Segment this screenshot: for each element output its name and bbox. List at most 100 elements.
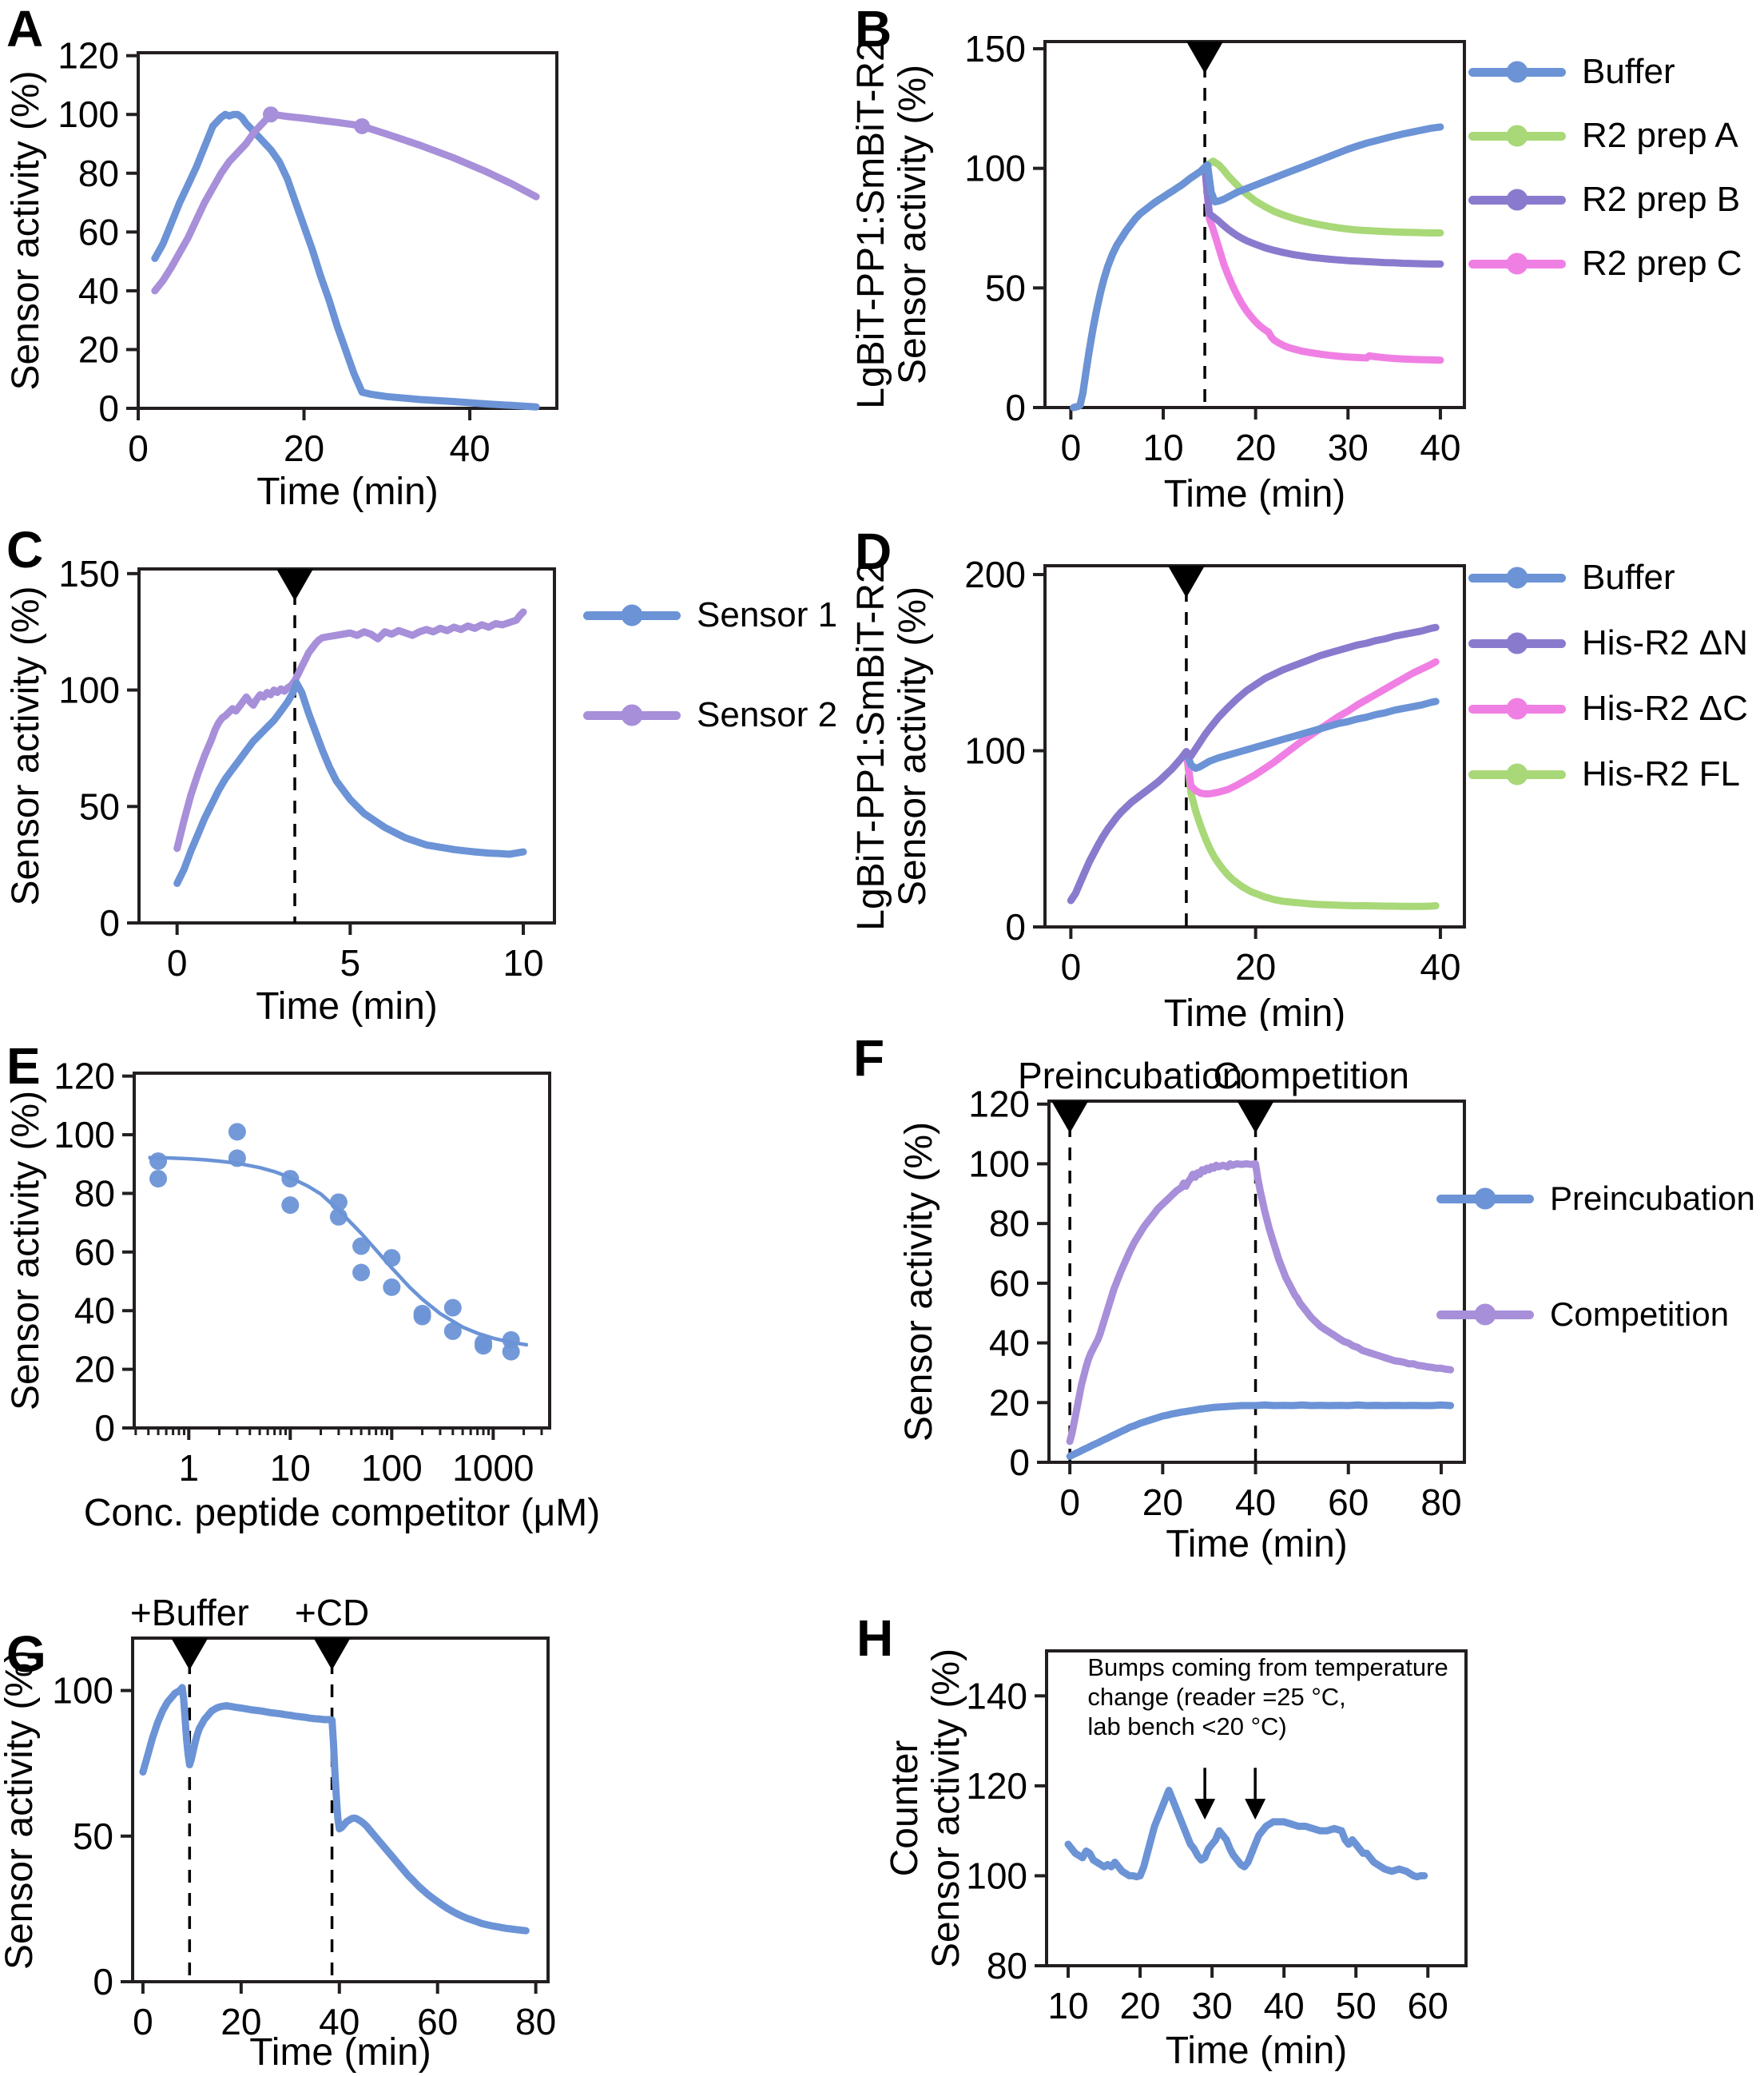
legend-swatch bbox=[1436, 1194, 1534, 1203]
legend-item-r2-prep-b: R2 prep B bbox=[1468, 179, 1742, 221]
x-axis-tick-label: 0 bbox=[133, 2001, 153, 2042]
x-axis-tick-label: 60 bbox=[417, 2001, 458, 2042]
panel-letter-c: C bbox=[6, 521, 44, 579]
x-axis-tick-label: 60 bbox=[1328, 1481, 1369, 1523]
scatter-point bbox=[383, 1249, 401, 1267]
chart-h-counter-sensor-temperature-bumps: 10 20 30 40 50 60 80 100 120 140 Bumps coming from… bbox=[884, 1648, 1468, 2072]
scatter-point bbox=[281, 1170, 300, 1188]
y-axis-tick-label: 140 bbox=[966, 1675, 1027, 1716]
y-axis-tick-label: 100 bbox=[964, 148, 1026, 189]
series-path-preincubation bbox=[1066, 1401, 1455, 1460]
panel-letter-h: H bbox=[856, 1609, 894, 1667]
legend-item-r2-prep-c: R2 prep C bbox=[1468, 243, 1742, 284]
scatter-point bbox=[502, 1342, 520, 1361]
legend-item-sensor-1: Sensor 1 bbox=[583, 595, 837, 636]
y-axis-tick-label: 0 bbox=[94, 1407, 115, 1449]
legend-item-buffer: Buffer bbox=[1468, 51, 1742, 93]
y-axis-tick-label: 60 bbox=[74, 1231, 115, 1273]
legend-item-competition: Competition bbox=[1436, 1294, 1755, 1335]
legend-b: Buffer R2 prep A R2 prep B R2 prep C bbox=[1468, 51, 1742, 284]
series-path-sensor-slow bbox=[151, 110, 540, 295]
y-axis-title: Sensor activity (%) bbox=[892, 587, 934, 906]
annotation-arrow-head bbox=[1194, 1799, 1216, 1820]
x-axis-tick-label: 80 bbox=[1420, 1481, 1461, 1523]
legend-d: Buffer His-R2 ΔN His-R2 ΔC His-R2 FL bbox=[1468, 557, 1748, 795]
chart-f-preincubation-competition: 0 20 40 60 80 0 20 40 60 80 100 120PreincubationCom… bbox=[898, 1055, 1466, 1565]
chart-b-r2-preps: 0 10 20 30 40 0 50 100 150 Time (min) LgBiT-PP1:Sm… bbox=[850, 28, 1466, 515]
series-path-counter-sensor bbox=[1064, 1787, 1428, 1881]
legend-label: Buffer bbox=[1582, 52, 1675, 91]
legend-swatch bbox=[583, 610, 681, 620]
x-axis-tick-label: 10 bbox=[270, 1447, 311, 1489]
y-axis-tick-label: 40 bbox=[78, 270, 119, 312]
event-triangle-marker bbox=[276, 569, 313, 601]
event-top-label: Preincubation bbox=[1018, 1055, 1242, 1096]
x-axis-title: Time (min) bbox=[1164, 992, 1346, 1031]
y-axis-tick-label: 120 bbox=[968, 1084, 1030, 1125]
y-axis-tick-label: 20 bbox=[78, 328, 119, 370]
y-axis-tick-label: 120 bbox=[54, 1056, 115, 1097]
legend-item-his-r2-dn: His-R2 ΔN bbox=[1468, 622, 1748, 664]
y-axis-tick-label: 80 bbox=[989, 1203, 1030, 1244]
y-axis-tick-label: 100 bbox=[54, 1114, 115, 1155]
legend-swatch bbox=[1468, 195, 1566, 205]
legend-label: His-R2 ΔC bbox=[1582, 689, 1748, 728]
y-axis-tick-label: 0 bbox=[99, 902, 120, 944]
y-axis-tick-label: 60 bbox=[78, 211, 119, 253]
legend-label: Sensor 2 bbox=[697, 695, 838, 734]
x-axis-tick-label: 10 bbox=[1142, 427, 1183, 468]
legend-item-preincubation: Preincubation bbox=[1436, 1178, 1755, 1219]
fit-curve bbox=[148, 1155, 529, 1347]
y-axis-title: Sensor activity (%) bbox=[898, 1122, 940, 1442]
y-axis-title: Sensor activity (%) bbox=[925, 1648, 967, 1968]
legend-label: R2 prep C bbox=[1582, 244, 1742, 283]
x-axis-title: Time (min) bbox=[1166, 1523, 1348, 1565]
event-triangle-marker bbox=[313, 1638, 351, 1670]
y-axis-tick-label: 100 bbox=[58, 670, 120, 711]
x-axis-tick-label: 30 bbox=[1328, 427, 1369, 468]
legend-swatch bbox=[1436, 1310, 1534, 1319]
series-marker-dot bbox=[263, 106, 280, 123]
legend-label: Buffer bbox=[1582, 558, 1675, 597]
legend-swatch bbox=[1468, 573, 1566, 583]
panel-letter-f: F bbox=[853, 1029, 885, 1087]
y-axis-title: Sensor activity (%) bbox=[0, 1650, 41, 1970]
y-axis-tick-label: 150 bbox=[964, 28, 1026, 70]
scatter-point bbox=[149, 1170, 168, 1188]
legend-label: His-R2 FL bbox=[1582, 754, 1741, 793]
x-axis-tick-label: 10 bbox=[1047, 1985, 1088, 2026]
y-axis-tick-label: 0 bbox=[93, 1961, 113, 2002]
x-axis-tick-label: 30 bbox=[1192, 1985, 1233, 2026]
x-axis-tick-label: 40 bbox=[1235, 1481, 1276, 1523]
y-axis-title: Sensor activity (%) bbox=[892, 65, 934, 384]
x-axis-tick-label: 40 bbox=[1420, 946, 1460, 988]
series-path-competition bbox=[1066, 1159, 1455, 1446]
y-axis-title: Counter bbox=[884, 1740, 926, 1877]
panel-letter-e: E bbox=[6, 1037, 41, 1095]
scatter-point bbox=[413, 1307, 431, 1326]
panel-f: F 0 20 40 60 80 0 20 40 60 80 100 120 Preincubation C… bbox=[837, 1031, 1764, 1566]
event-triangle-marker bbox=[1051, 1101, 1089, 1133]
x-axis-tick-label: 100 bbox=[361, 1447, 423, 1489]
panel-letter-b: B bbox=[855, 0, 892, 58]
annotation-note: Bumps coming from temperature change (rea… bbox=[1087, 1653, 1448, 1740]
x-axis-tick-label: 0 bbox=[1059, 1481, 1080, 1523]
event-top-label: Competition bbox=[1214, 1055, 1409, 1096]
x-axis-title: Conc. peptide competitor (μM) bbox=[84, 1492, 601, 1534]
y-axis-tick-label: 80 bbox=[78, 153, 119, 194]
y-axis-tick-label: 0 bbox=[98, 388, 119, 429]
legend-item-r2-prep-a: R2 prep A bbox=[1468, 115, 1742, 157]
legend-label: Sensor 1 bbox=[697, 595, 838, 634]
legend-label: Preincubation bbox=[1550, 1179, 1755, 1217]
legend-label: His-R2 ΔN bbox=[1582, 623, 1748, 662]
event-triangle-marker bbox=[1167, 566, 1205, 598]
chart-e-dose-response: 1 10 100 1000 0 20 40 60 80 100 120 Conc. peptide c… bbox=[5, 1056, 601, 1534]
x-axis-tick-label: 40 bbox=[1420, 427, 1460, 468]
scatter-point bbox=[149, 1152, 168, 1171]
x-axis-title: Time (min) bbox=[249, 2031, 431, 2074]
event-triangle-marker bbox=[1186, 42, 1224, 74]
panel-g: G 0 20 40 60 80 0 50 100 +Buffer +CD Time (min) Sen… bbox=[0, 1566, 837, 2076]
y-axis-tick-label: 40 bbox=[74, 1290, 115, 1331]
